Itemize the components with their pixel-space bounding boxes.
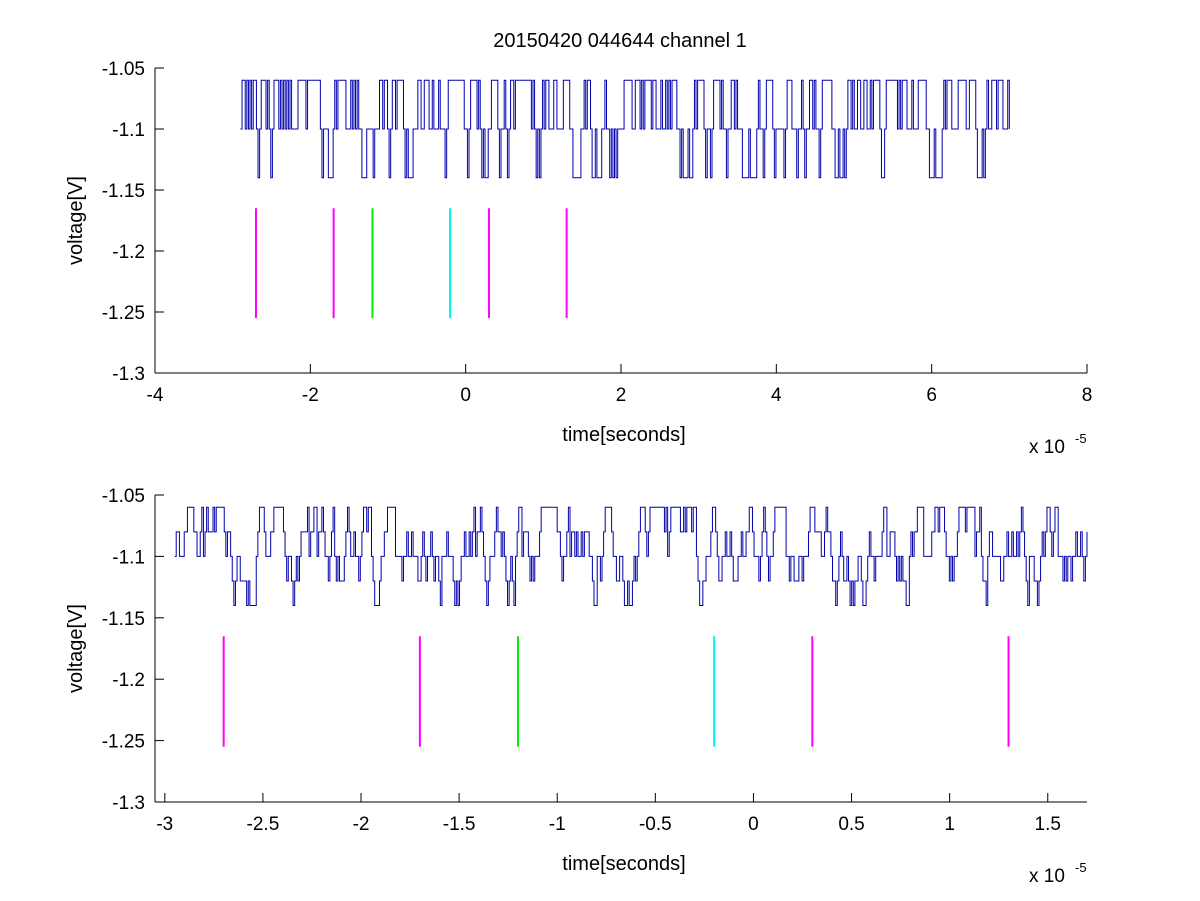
y-tick-label: -1.2 xyxy=(112,670,145,691)
y-tick-label: -1.25 xyxy=(102,732,145,753)
x-tick-label: -2 xyxy=(353,814,370,835)
y-axis-label: voltage[V] xyxy=(65,176,87,265)
x-tick-label: -3 xyxy=(156,814,173,835)
y-axis-label: voltage[V] xyxy=(65,604,87,693)
x-tick-label: -2 xyxy=(302,385,319,406)
x-tick-label: 4 xyxy=(771,385,782,406)
y-tick-label: -1.2 xyxy=(112,242,145,263)
x-tick-label: 2 xyxy=(616,385,627,406)
x-multiplier-label: x 10 xyxy=(1029,866,1065,887)
x-axis-label: time[seconds] xyxy=(562,424,685,446)
x-tick-label: -2.5 xyxy=(247,814,280,835)
y-tick-label: -1.1 xyxy=(112,547,145,568)
x-tick-label: 6 xyxy=(926,385,937,406)
bottom-axes: -1.05 -1.1 -1.15 -1.2 -1.25 -1.3 -3 -2.5 -2 -1.5 -… xyxy=(65,486,1088,887)
y-tick-label: -1.05 xyxy=(102,59,145,80)
signal-trace xyxy=(174,506,1088,607)
x-multiplier-exponent: -5 xyxy=(1075,860,1087,875)
y-tick-label: -1.3 xyxy=(112,364,145,385)
y-tick-label: -1.25 xyxy=(102,303,145,324)
signal-trace xyxy=(240,79,1010,179)
x-tick-label: -4 xyxy=(147,385,164,406)
x-tick-label: 8 xyxy=(1082,385,1093,406)
y-tick-label: -1.1 xyxy=(112,120,145,141)
y-tick-label: -1.15 xyxy=(102,609,145,630)
figure-title: 20150420 044644 channel 1 xyxy=(493,30,747,52)
y-tick-label: -1.15 xyxy=(102,181,145,202)
x-tick-label: 0 xyxy=(748,814,759,835)
x-tick-label: -0.5 xyxy=(639,814,672,835)
y-tick-label: -1.05 xyxy=(102,486,145,507)
x-multiplier-exponent: -5 xyxy=(1075,431,1087,446)
x-tick-label: 0.5 xyxy=(838,814,864,835)
x-tick-label: 1.5 xyxy=(1035,814,1061,835)
x-tick-label: -1 xyxy=(549,814,566,835)
x-tick-label: 1 xyxy=(944,814,955,835)
x-tick-label: 0 xyxy=(460,385,471,406)
x-tick-label: -1.5 xyxy=(443,814,476,835)
top-axes: -1.05 -1.1 -1.15 -1.2 -1.25 -1.3-4 -2 0 2 4 6 8 time… xyxy=(65,59,1092,458)
y-tick-label: -1.3 xyxy=(112,793,145,814)
x-multiplier-label: x 10 xyxy=(1029,437,1065,458)
x-axis-label: time[seconds] xyxy=(562,853,685,875)
